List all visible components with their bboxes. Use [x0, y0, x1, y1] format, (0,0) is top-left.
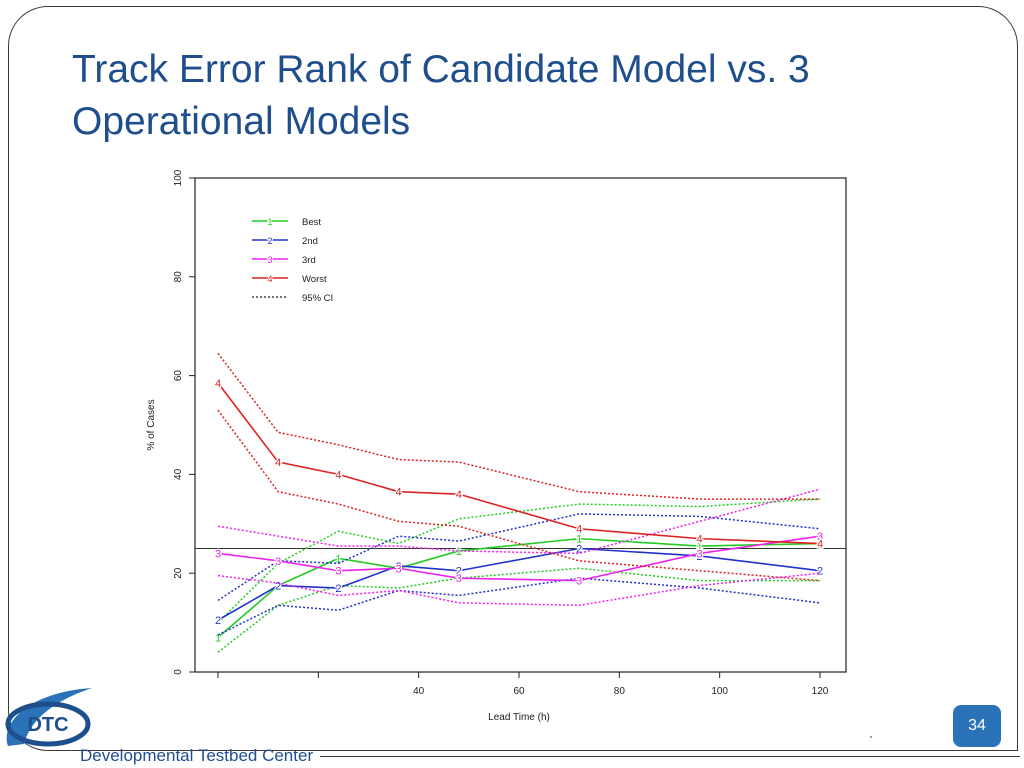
data-point-marker: 3	[576, 576, 582, 588]
org-name: Developmental Testbed Center	[80, 746, 314, 765]
data-point-marker: 3	[396, 563, 402, 575]
ci-lower-best	[217, 567, 820, 653]
data-point-marker: 2	[275, 581, 281, 593]
slide-frame	[8, 6, 1018, 751]
legend-label: Worst	[302, 274, 327, 285]
track-error-rank-chart: 40 60 80 100 120 0 20 40 60 80 100 Lead Time (h) % o…	[146, 169, 847, 723]
data-point-marker: 3	[275, 556, 281, 568]
slide-title: Track Error Rank of Candidate Model vs. …	[72, 48, 810, 143]
data-point-marker: 1	[817, 539, 823, 551]
legend-marker: 1	[267, 217, 272, 227]
data-point-marker: 2	[215, 615, 221, 627]
data-point-marker: 4	[275, 457, 281, 469]
y-tick-label: 60	[173, 370, 184, 382]
data-point-marker: 3	[335, 566, 341, 578]
data-point-marker: 1	[396, 563, 402, 575]
data-point-marker: 3	[697, 548, 703, 560]
data-point-marker: 1	[335, 553, 341, 565]
legend-label: 3rd	[302, 255, 316, 266]
x-axis-label: Lead Time (h)	[488, 712, 550, 723]
data-point-marker: 1	[456, 546, 462, 558]
data-point-marker: 1	[215, 632, 221, 644]
ci-lower-3rd	[217, 572, 821, 607]
y-tick-label: 0	[173, 669, 184, 675]
data-point-marker: 3	[456, 573, 462, 585]
data-point-marker: 3	[817, 531, 823, 543]
y-tick-label: 20	[173, 567, 184, 579]
series-line-worst	[217, 382, 821, 545]
data-point-marker: 2	[697, 551, 703, 563]
y-tick-label: 80	[173, 271, 184, 283]
logo-text: DTC	[27, 714, 68, 736]
legend-marker: 3	[267, 255, 272, 265]
y-tick-label: 100	[173, 169, 184, 186]
footer-rule	[320, 756, 1020, 757]
data-point-marker: 4	[817, 539, 823, 551]
data-point-marker: 2	[335, 583, 341, 595]
legend-label: Best	[302, 217, 321, 228]
data-point-marker: 4	[456, 489, 462, 501]
page-number-badge: 34	[953, 705, 1001, 747]
series-line-best	[217, 537, 821, 639]
y-tick-label: 40	[173, 468, 184, 480]
data-point-marker: 2	[817, 566, 823, 578]
legend-label: 95% CI	[302, 293, 333, 304]
series-line-2nd	[217, 547, 821, 621]
data-point-marker: 4	[697, 534, 703, 546]
ci-upper-worst	[217, 352, 820, 500]
data-point-marker: 4	[215, 378, 221, 390]
plot-frame	[194, 177, 847, 673]
ci-lower-worst	[217, 409, 821, 582]
data-point-marker: 3	[215, 548, 221, 560]
data-point-marker: 1	[275, 581, 281, 593]
legend-marker: 2	[267, 236, 272, 246]
data-point-marker: 4	[335, 469, 341, 481]
data-point-marker: 4	[396, 487, 402, 499]
x-tick-label: 80	[614, 686, 626, 697]
data-point-marker: 1	[576, 534, 582, 546]
legend-marker: 4	[267, 274, 272, 284]
data-point-marker: 1	[697, 541, 703, 553]
x-tick-label: 60	[513, 686, 525, 697]
x-tick-label: 120	[812, 686, 829, 697]
ci-lower-2nd	[217, 577, 821, 636]
decorative-dot	[870, 736, 872, 738]
x-tick-label: 100	[711, 686, 728, 697]
ci-upper-2nd	[217, 513, 821, 601]
data-point-marker: 4	[576, 524, 582, 536]
ci-upper-3rd	[217, 488, 821, 555]
ci-upper-best	[217, 498, 821, 624]
dtc-logo: DTC	[5, 688, 93, 747]
series-line-3rd	[217, 535, 821, 582]
data-point-marker: 2	[456, 566, 462, 578]
y-axis-label: % of Cases	[146, 399, 157, 450]
data-point-marker: 2	[396, 561, 402, 573]
legend-label: 2nd	[302, 236, 318, 247]
data-point-marker: 2	[576, 544, 582, 556]
x-tick-label: 40	[413, 686, 425, 697]
